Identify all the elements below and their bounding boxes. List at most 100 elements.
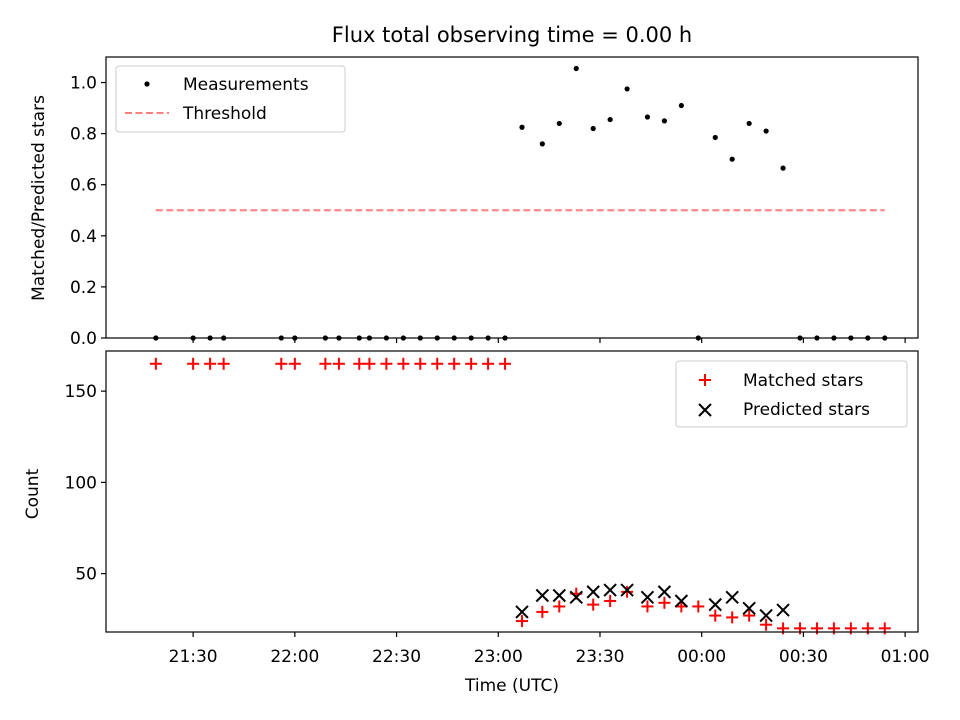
legend-label-measurements: Measurements xyxy=(183,75,309,95)
y-tick-label: 0.0 xyxy=(70,329,97,349)
predicted-stars-point xyxy=(708,597,722,612)
x-tick-label: 00:30 xyxy=(779,647,828,667)
chart-title: Flux total observing time = 0.00 h xyxy=(332,23,692,47)
top-legend-box xyxy=(115,65,346,133)
bottom-panel: 50 100 150 21:30 22:00 22:30 23:00 23:30 00:00 0… xyxy=(23,350,930,696)
top-legend: Measurements Threshold xyxy=(115,65,346,133)
matched-stars-point xyxy=(692,600,705,613)
x-tick-label: 22:00 xyxy=(270,647,319,667)
y-tick-label: 1.0 xyxy=(70,74,97,94)
legend-marker-predicted-stars xyxy=(698,403,712,417)
x-tick-label: 23:00 xyxy=(474,647,523,667)
measurement-point xyxy=(607,116,613,123)
measurement-point xyxy=(539,141,545,147)
matched-stars-point xyxy=(332,357,345,370)
predicted-stars-point xyxy=(657,585,672,599)
predicted-stars-point xyxy=(586,585,600,599)
matched-stars-point xyxy=(319,357,332,370)
matched-stars-point xyxy=(380,357,393,370)
measurement-point xyxy=(746,120,752,127)
predicted-stars-point xyxy=(674,594,689,608)
predicted-stars-point xyxy=(603,583,617,597)
predicted-stars-point xyxy=(569,590,583,605)
y-tick-label: 0.8 xyxy=(70,125,97,145)
x-axis-label: Time (UTC) xyxy=(464,676,559,696)
x-tick-label: 21:30 xyxy=(169,647,218,667)
x-tick-label: 22:30 xyxy=(372,647,421,667)
matched-stars-point xyxy=(499,357,512,370)
matched-stars-point xyxy=(414,357,427,370)
matched-stars-point xyxy=(431,357,444,370)
top-x-axis xyxy=(192,338,906,343)
measurement-point xyxy=(644,114,651,120)
matched-stars-point xyxy=(743,609,756,622)
measurement-point xyxy=(624,86,630,92)
predicted-stars-point xyxy=(620,583,634,597)
bottom-x-axis: 21:30 22:00 22:30 23:00 23:30 00:00 00:30 01:00 xyxy=(169,632,930,667)
matched-stars-point xyxy=(353,357,366,370)
predicted-stars-point xyxy=(515,605,529,619)
matched-stars-point xyxy=(604,594,617,607)
matched-stars-point xyxy=(288,357,301,370)
bottom-legend: Matched stars Predicted stars xyxy=(675,360,908,428)
matched-stars-point xyxy=(641,600,654,613)
measurement-point xyxy=(712,134,718,141)
matched-stars-point xyxy=(760,618,773,631)
matched-stars-point xyxy=(553,600,566,613)
predicted-stars-point xyxy=(776,603,790,617)
matched-stars-point xyxy=(482,357,495,370)
predicted-stars-point xyxy=(640,590,655,605)
matched-stars-point xyxy=(536,605,549,618)
x-tick-label: 00:00 xyxy=(677,647,726,667)
measurement-point xyxy=(678,102,684,109)
matched-stars-point xyxy=(397,357,410,370)
x-tick-label: 23:30 xyxy=(575,647,624,667)
measurement-point xyxy=(661,118,667,124)
measurement-point xyxy=(556,120,562,127)
matched-stars-point xyxy=(187,357,200,370)
bottom-y-axis: 50 100 150 xyxy=(65,382,106,585)
top-y-axis-label: Matched/Predicted stars xyxy=(29,95,49,301)
y-tick-label: 50 xyxy=(75,565,97,585)
legend-label-matched-stars: Matched stars xyxy=(743,371,863,391)
y-tick-label: 100 xyxy=(65,473,97,493)
bottom-panel-frame xyxy=(105,350,919,633)
matched-stars-point xyxy=(465,357,478,370)
matched-stars-point xyxy=(621,585,634,598)
matched-stars-point xyxy=(726,611,739,624)
measurement-point xyxy=(573,65,579,72)
x-tick-label: 01:00 xyxy=(881,647,930,667)
matched-stars-point xyxy=(204,357,217,370)
bottom-panel-marks xyxy=(149,357,891,635)
bottom-y-axis-label: Count xyxy=(23,468,43,519)
matched-stars-point xyxy=(516,615,529,628)
measurement-point xyxy=(590,125,596,132)
matched-stars-point xyxy=(675,600,688,613)
matched-stars-point xyxy=(448,357,461,370)
matched-stars-point xyxy=(658,596,671,609)
predicted-stars-point xyxy=(742,601,756,615)
legend-marker-matched-stars xyxy=(699,374,711,386)
predicted-stars-point xyxy=(759,608,773,623)
y-tick-label: 0.4 xyxy=(70,227,97,247)
y-tick-label: 0.2 xyxy=(70,278,97,298)
matched-stars-point xyxy=(149,357,162,370)
measurement-point xyxy=(519,124,525,130)
matched-stars-point xyxy=(363,357,376,370)
bottom-legend-box xyxy=(675,360,908,428)
predicted-stars-point xyxy=(725,590,739,605)
measurement-point xyxy=(780,165,786,171)
measurement-point xyxy=(763,128,769,134)
legend-marker-measurements xyxy=(144,81,150,87)
top-panel-frame xyxy=(105,56,919,339)
top-y-axis: 0.0 0.2 0.4 0.6 0.8 1.0 xyxy=(70,74,106,349)
matched-stars-point xyxy=(587,598,600,611)
legend-label-predicted-stars: Predicted stars xyxy=(743,400,870,420)
predicted-stars-point xyxy=(535,588,550,603)
top-panel: Flux total observing time = 0.00 h 0.00.… xyxy=(29,23,919,349)
y-tick-label: 0.6 xyxy=(70,176,97,196)
predicted-stars-point xyxy=(552,588,567,603)
matched-stars-point xyxy=(275,357,288,370)
measurement-point xyxy=(729,156,735,162)
